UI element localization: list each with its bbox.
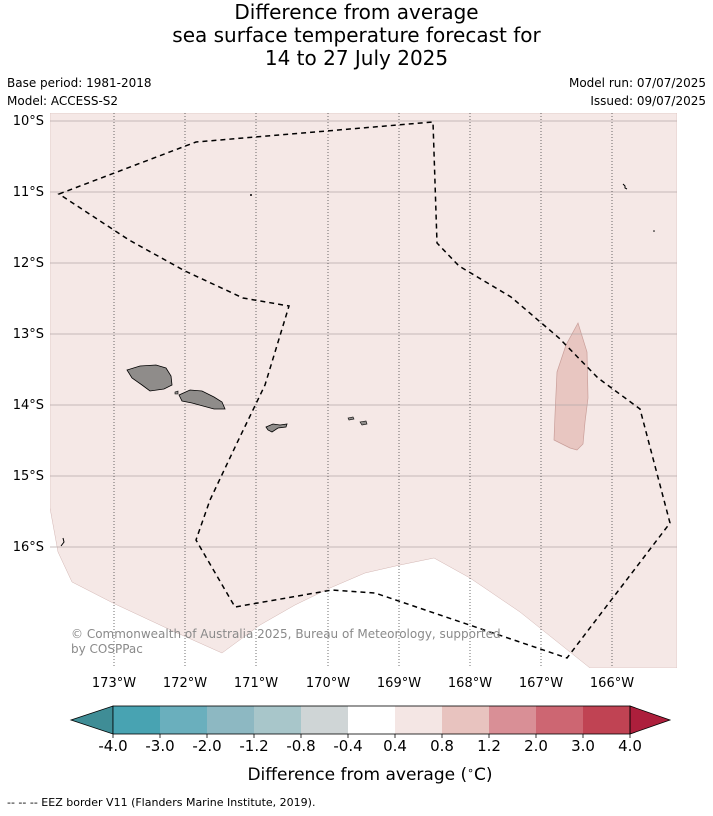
title-line-2: sea surface temperature forecast for xyxy=(172,23,541,47)
colorbar-extend-low xyxy=(69,705,114,735)
colorbar-bin xyxy=(160,706,207,734)
longitude-grid xyxy=(113,113,613,668)
colorbar-bin xyxy=(207,706,254,734)
colorbar-tick-label: -0.8 xyxy=(286,737,315,755)
colorbar-tick-label: -4.0 xyxy=(98,737,127,755)
colorbar-bin xyxy=(395,706,442,734)
lon-label: 172°W xyxy=(163,676,207,691)
colorbar-bin xyxy=(113,706,160,734)
land-tutuila xyxy=(265,423,288,433)
eez-border xyxy=(57,121,671,659)
colorbar-ticks xyxy=(112,734,631,738)
colorbar-bin xyxy=(442,706,489,734)
map-figure: 10°S 11°S 12°S 13°S 14°S 15°S 16°S 173°W… xyxy=(13,113,677,785)
land-small-atoll-east xyxy=(653,230,655,232)
title-line-1: Difference from average xyxy=(234,0,479,24)
colorbar-tick-label: -2.0 xyxy=(192,737,221,755)
anomaly-warm-patch xyxy=(553,322,589,451)
copyright-line-2: by COSPPac xyxy=(71,642,143,656)
title-line-3: 14 to 27 July 2025 xyxy=(264,46,449,70)
colorbar-tick-label: 0.8 xyxy=(430,737,454,755)
eez-legend-text: -- -- -- EEZ border V11 (Flanders Marine… xyxy=(7,796,316,809)
lat-label: 15°S xyxy=(13,469,44,484)
model-text: Model: ACCESS-S2 xyxy=(7,94,119,108)
colorbar-label: Difference from average (∘C) xyxy=(247,764,492,785)
copyright-notice: © Commonwealth of Australia 2025, Bureau… xyxy=(71,627,501,656)
lat-label: 16°S xyxy=(13,540,44,555)
colorbar: -4.0 -3.0 -2.0 -1.2 -0.8 -0.4 0.4 0.8 1.… xyxy=(69,705,672,785)
colorbar-tick-label: 2.0 xyxy=(524,737,548,755)
lon-label: 171°W xyxy=(234,676,278,691)
colorbar-tick-label: -3.0 xyxy=(145,737,174,755)
colorbar-tick-label: 4.0 xyxy=(618,737,642,755)
lat-label: 13°S xyxy=(13,327,44,342)
colorbar-tick-label: 3.0 xyxy=(571,737,595,755)
meta-left: Base period: 1981-2018 Model: ACCESS-S2 xyxy=(7,74,152,110)
lon-label: 167°W xyxy=(519,676,563,691)
lat-label: 10°S xyxy=(13,114,44,129)
colorbar-tick-label: 0.4 xyxy=(383,737,407,755)
land-swains-island xyxy=(250,194,252,196)
lat-label: 11°S xyxy=(13,185,44,200)
lon-label: 166°W xyxy=(590,676,634,691)
model-run-text: Model run: 07/07/2025 xyxy=(568,76,706,90)
land-upolu xyxy=(178,389,226,410)
land-tau xyxy=(359,420,368,426)
chart-title: Difference from average sea surface temp… xyxy=(0,0,713,70)
colorbar-tick-label: -0.4 xyxy=(333,737,362,755)
meta-right: Model run: 07/07/2025 Issued: 09/07/2025 xyxy=(569,74,706,110)
colorbar-bin xyxy=(254,706,301,734)
colorbar-bin xyxy=(583,706,630,734)
colorbar-extend-high xyxy=(629,705,672,735)
land-ofu-olosega xyxy=(347,416,355,421)
land-manono-islet xyxy=(174,390,179,395)
colorbar-bin xyxy=(489,706,536,734)
lat-label: 14°S xyxy=(13,398,44,413)
colorbar-tick-label: 1.2 xyxy=(477,737,501,755)
latitude-labels: 10°S 11°S 12°S 13°S 14°S 15°S 16°S xyxy=(13,114,44,555)
colorbar-bin xyxy=(536,706,583,734)
longitude-labels: 173°W 172°W 171°W 170°W 169°W 168°W 167°… xyxy=(92,676,634,691)
land-small-atoll-southwest xyxy=(60,537,65,547)
lon-label: 173°W xyxy=(92,676,136,691)
copyright-line-1: © Commonwealth of Australia 2025, Bureau… xyxy=(71,627,501,641)
colorbar-tick-label: -1.2 xyxy=(239,737,268,755)
lon-label: 168°W xyxy=(448,676,492,691)
latitude-grid xyxy=(50,120,677,548)
lon-label: 169°W xyxy=(377,676,421,691)
colorbar-outline xyxy=(112,705,631,735)
lat-label: 12°S xyxy=(13,256,44,271)
colorbar-bin xyxy=(348,706,395,734)
anomaly-field-0p4-0p8 xyxy=(50,113,677,668)
land-tokelau-atoll xyxy=(622,183,628,190)
base-period-text: Base period: 1981-2018 xyxy=(7,76,152,90)
issued-text: Issued: 09/07/2025 xyxy=(590,94,706,108)
colorbar-tick-labels: -4.0 -3.0 -2.0 -1.2 -0.8 -0.4 0.4 0.8 1.… xyxy=(98,737,642,755)
land-savaii xyxy=(126,364,173,392)
lon-label: 170°W xyxy=(306,676,350,691)
colorbar-bin xyxy=(301,706,348,734)
